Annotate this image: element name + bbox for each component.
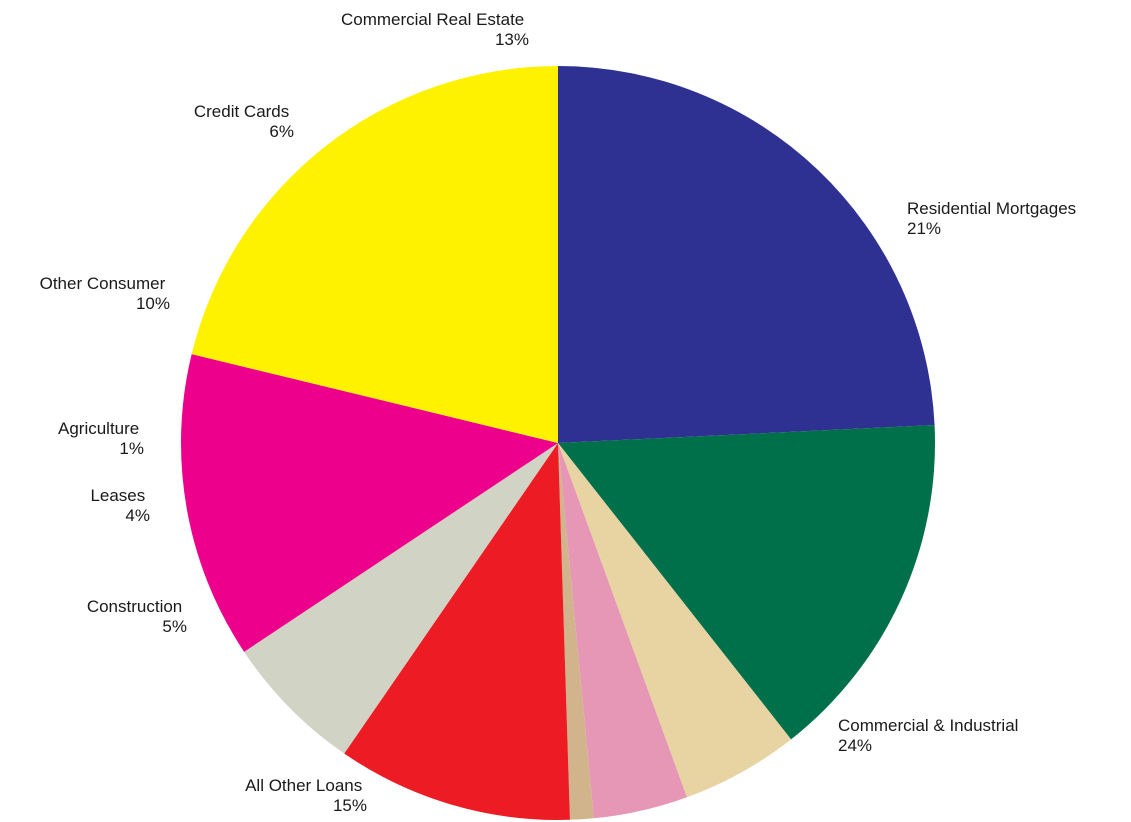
slice-label-commercial-real-estate: Commercial Real Estate 13% xyxy=(341,10,529,49)
slice-value: 24% xyxy=(838,736,872,755)
pie-slice-other-consumer xyxy=(344,443,570,820)
slice-name: Agriculture xyxy=(58,419,139,438)
slice-label-construction: Construction 5% xyxy=(87,597,187,636)
pie-slices xyxy=(181,65,935,820)
slice-name: Commercial Real Estate xyxy=(341,10,524,29)
pie-slice-credit-cards xyxy=(244,443,558,754)
pie-slice-leases xyxy=(558,443,687,819)
slice-value: 15% xyxy=(333,796,367,815)
pie-slice-construction xyxy=(558,443,792,798)
slice-value: 13% xyxy=(495,30,529,49)
slice-name: Leases xyxy=(90,486,145,505)
pie-slice-residential-mortgages xyxy=(191,65,558,443)
slice-value: 6% xyxy=(269,122,294,141)
slice-label-commercial-industrial: Commercial & Industrial 24% xyxy=(838,716,1023,755)
slice-name: Residential Mortgages xyxy=(907,199,1076,218)
pie-slice-agriculture xyxy=(558,443,594,820)
slice-label-other-consumer: Other Consumer 10% xyxy=(40,274,170,313)
pie-labels: Commercial & Industrial 24% All Other Lo… xyxy=(40,10,1081,815)
pie-slice-all-other-loans xyxy=(558,425,935,740)
slice-label-residential-mortgages: Residential Mortgages 21% xyxy=(907,199,1081,238)
slice-value: 1% xyxy=(119,439,144,458)
slice-value: 4% xyxy=(125,506,150,525)
pie-slice-commercial-real-estate xyxy=(181,354,558,652)
pie-slice-commercial-industrial xyxy=(558,66,935,443)
slice-label-agriculture: Agriculture 1% xyxy=(58,419,144,458)
slice-label-all-other-loans: All Other Loans 15% xyxy=(245,776,367,815)
slice-value: 5% xyxy=(162,617,187,636)
slice-name: All Other Loans xyxy=(245,776,362,795)
slice-name: Commercial & Industrial xyxy=(838,716,1018,735)
slice-name: Other Consumer xyxy=(40,274,166,293)
slice-name: Credit Cards xyxy=(194,102,289,121)
slice-label-credit-cards: Credit Cards 6% xyxy=(194,102,294,141)
slice-label-leases: Leases 4% xyxy=(90,486,150,525)
slice-name: Construction xyxy=(87,597,182,616)
slice-value: 21% xyxy=(907,219,941,238)
slice-value: 10% xyxy=(136,294,170,313)
